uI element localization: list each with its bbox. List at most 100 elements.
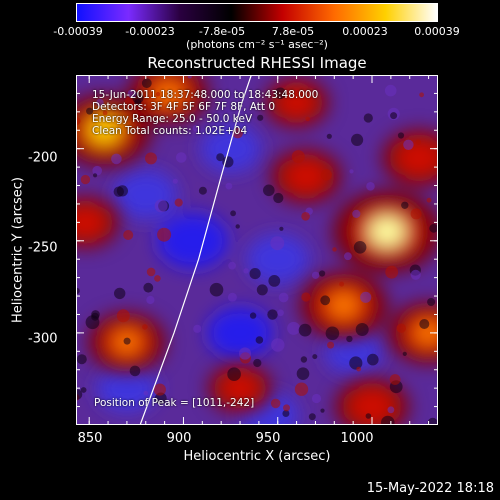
hot-region-core [76, 213, 97, 232]
noise-speckle [86, 107, 94, 115]
noise-speckle [76, 117, 81, 126]
noise-speckle [349, 169, 354, 174]
noise-speckle [123, 337, 131, 345]
noise-speckle [403, 139, 414, 150]
noise-speckle [365, 413, 372, 419]
noise-speckle [339, 281, 345, 287]
noise-speckle [274, 87, 287, 100]
noise-speckle [301, 292, 311, 302]
noise-speckle [102, 110, 108, 116]
cold-regions [96, 124, 383, 425]
noise-speckle [367, 353, 379, 366]
y-tick-label: -300 [28, 331, 58, 347]
noise-speckle [253, 358, 262, 368]
noise-speckle [257, 114, 264, 121]
noise-speckle [312, 354, 318, 360]
noise-speckle [157, 227, 172, 242]
noise-speckle [287, 321, 301, 335]
hot-region-core [369, 216, 406, 247]
noise-speckle [308, 413, 316, 421]
noise-speckle [232, 127, 243, 139]
noise-speckle [198, 186, 207, 195]
noise-speckle [410, 208, 422, 220]
noise-speckle [419, 92, 424, 98]
noise-speckle [228, 261, 237, 270]
noise-speckle [402, 351, 407, 356]
noise-speckle [384, 84, 397, 97]
noise-speckle [243, 268, 249, 274]
noise-speckle [80, 387, 87, 393]
noise-speckle [268, 275, 281, 287]
noise-speckle [346, 335, 353, 343]
noise-speckle [319, 270, 326, 277]
noise-speckle [294, 382, 309, 396]
noise-speckle [256, 284, 268, 296]
noise-speckle [93, 173, 98, 178]
noise-speckle [311, 271, 320, 279]
noise-speckle [278, 292, 289, 303]
info-line: Clean Total counts: 1.02E+04 [92, 125, 248, 137]
noise-speckle [291, 150, 305, 164]
noise-speckle [123, 230, 134, 240]
noise-speckles [76, 75, 438, 425]
noise-speckle [298, 323, 312, 337]
hot-region-core [286, 94, 307, 112]
noise-speckle [227, 292, 237, 302]
noise-speckle [222, 156, 234, 168]
noise-speckle [426, 197, 432, 203]
noise-speckle [111, 153, 122, 165]
y-tick-label: -200 [28, 150, 58, 166]
noise-speckle [320, 169, 332, 181]
x-tick-label: 1000 [340, 431, 374, 446]
noise-speckle [127, 89, 137, 98]
y-tick-label: -250 [28, 240, 58, 256]
noise-speckle [282, 410, 290, 417]
noise-speckle [76, 354, 87, 365]
peak-position-label: Position of Peak = [1011,-242] [94, 397, 255, 409]
noise-speckle [427, 298, 436, 306]
noise-speckle [146, 295, 155, 305]
noise-speckle [114, 287, 126, 300]
hot-region-core [407, 147, 432, 168]
noise-speckle [227, 367, 241, 382]
info-line: 15-Jun-2011 18:37:48.000 to 18:43:48.000 [92, 89, 319, 101]
solar-limb-curve [139, 75, 252, 425]
noise-speckle [145, 152, 157, 165]
cold-region [324, 328, 383, 375]
noise-speckle [327, 341, 335, 349]
cold-region [206, 306, 274, 359]
noise-speckle [300, 356, 308, 363]
noise-speckle [85, 315, 100, 330]
noise-speckle [270, 398, 281, 409]
cold-region [245, 234, 310, 285]
hot-region-core [294, 166, 318, 186]
noise-speckle [344, 252, 352, 261]
noise-speckle [356, 366, 362, 372]
cold-region [156, 212, 229, 269]
plot-frame [76, 75, 438, 425]
noise-speckle [332, 247, 337, 252]
noise-speckle [143, 390, 149, 396]
noise-speckle [238, 347, 252, 360]
noise-speckle [225, 182, 233, 190]
noise-speckle [80, 174, 91, 185]
colorbar-tick-label: -7.8e-05 [198, 25, 246, 38]
noise-speckle [172, 178, 178, 184]
noise-speckle [301, 212, 310, 221]
noise-speckle [96, 98, 104, 107]
noise-speckle [325, 326, 340, 341]
noise-speckle [270, 236, 285, 251]
axis-ticks [76, 75, 438, 425]
info-line: Energy Range: 25.0 - 50.0 keV [92, 113, 253, 125]
noise-speckle [363, 113, 373, 123]
noise-speckle [385, 265, 399, 279]
noise-speckle [360, 291, 372, 303]
hot-region-core [360, 396, 385, 417]
noise-speckle [142, 324, 148, 330]
noise-speckle [113, 186, 124, 197]
noise-speckle [192, 124, 200, 132]
x-tick-label: 850 [77, 431, 103, 446]
noise-speckle [311, 393, 322, 404]
colorbar [76, 3, 438, 22]
noise-speckle [320, 408, 325, 413]
